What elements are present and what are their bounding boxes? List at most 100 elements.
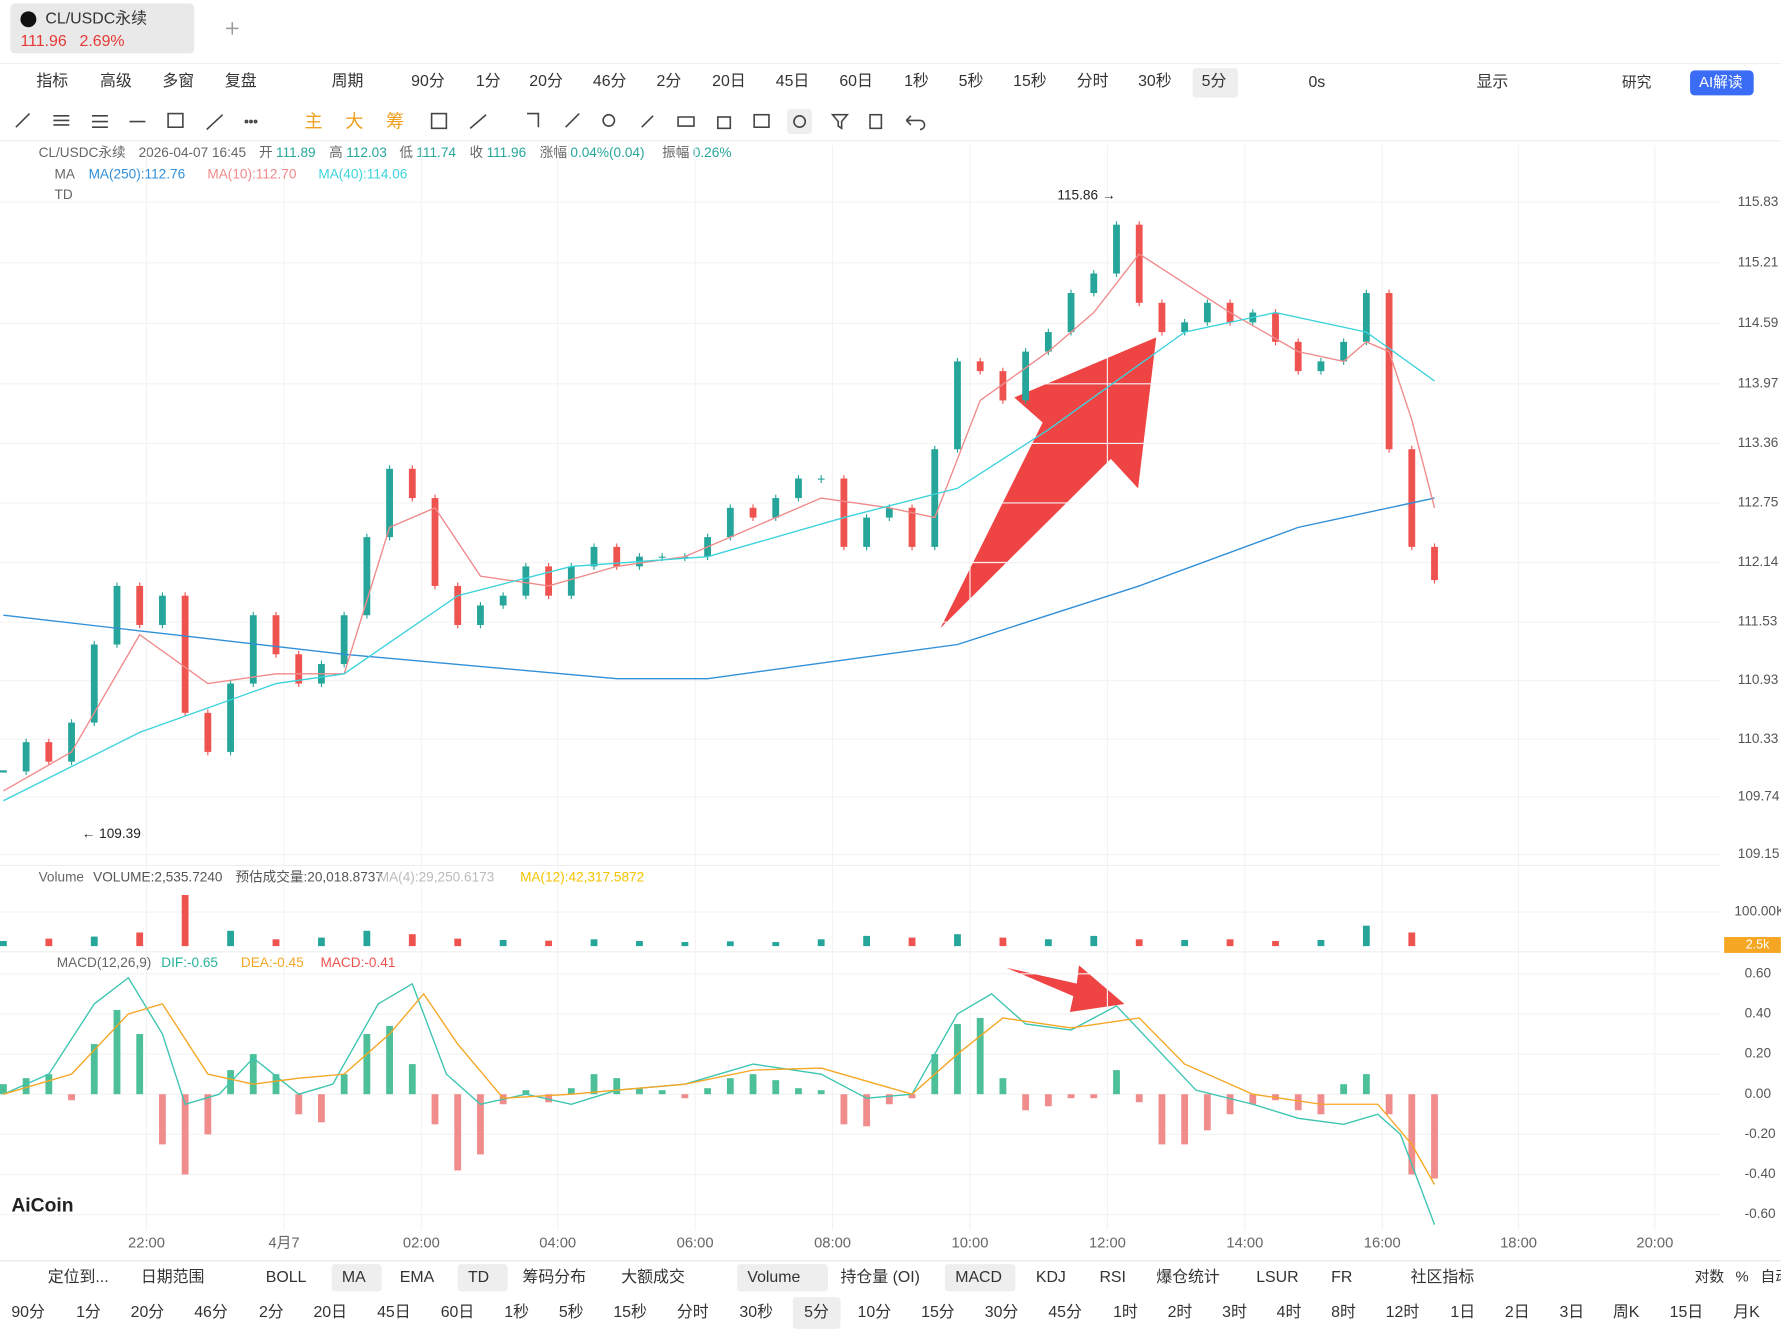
indicator-tab[interactable]: Volume xyxy=(747,1269,800,1286)
indicator-tab[interactable]: TD xyxy=(468,1269,489,1286)
indicator-tab[interactable]: MA xyxy=(342,1269,366,1286)
toolbar-item[interactable]: 周期 xyxy=(332,72,364,90)
toolbar-right-item[interactable]: 显示 xyxy=(1477,74,1509,91)
period-tab[interactable]: 20日 xyxy=(313,1304,347,1321)
macd-bar xyxy=(249,1054,257,1095)
candle xyxy=(840,478,848,547)
period-tab[interactable]: 90分 xyxy=(411,72,445,90)
toolbar-item[interactable]: 指标 xyxy=(36,72,68,90)
add-tab[interactable] xyxy=(226,22,239,35)
period-tab[interactable]: 8时 xyxy=(1331,1303,1356,1321)
period-tab[interactable]: 15秒 xyxy=(613,1303,647,1321)
period-tab[interactable]: 1分 xyxy=(476,72,501,90)
period-tab[interactable]: 46分 xyxy=(593,72,627,90)
period-tab[interactable]: 1时 xyxy=(1113,1303,1138,1321)
indicator-tab[interactable]: EMA xyxy=(400,1269,435,1286)
period-tab[interactable]: 30秒 xyxy=(739,1303,773,1321)
volume-bar xyxy=(227,930,234,947)
period-tab[interactable]: 1秒 xyxy=(904,72,929,90)
candle xyxy=(113,585,121,645)
toolbar-right-item[interactable]: 0s xyxy=(1308,74,1325,91)
period-tab[interactable]: 3日 xyxy=(1559,1304,1584,1321)
period-tab[interactable]: 30秒 xyxy=(1138,72,1172,90)
ai-button-bg[interactable] xyxy=(1690,70,1754,96)
toolbar-item[interactable]: 高级 xyxy=(100,72,132,90)
ma-legend: MA(10):112.70 xyxy=(207,167,296,182)
ma-line xyxy=(3,253,1436,792)
macd-bar xyxy=(1090,1094,1098,1099)
period-tab[interactable]: 12时 xyxy=(1386,1303,1420,1321)
info-label: 低 xyxy=(399,145,413,160)
period-tab[interactable]: 2分 xyxy=(259,1303,284,1321)
indicator-right[interactable]: 对数 xyxy=(1695,1269,1725,1286)
period-tab[interactable]: 45分 xyxy=(1048,1303,1082,1321)
period-tab[interactable]: 4时 xyxy=(1277,1303,1302,1321)
x-tick-label: 20:00 xyxy=(1636,1236,1673,1252)
period-tab[interactable]: 10分 xyxy=(858,1303,892,1321)
info-value: 111.74 xyxy=(416,145,456,160)
indicator-left[interactable]: 日期范围 xyxy=(141,1268,205,1286)
period-tab[interactable]: 分时 xyxy=(677,1303,709,1321)
period-tab[interactable]: 5分 xyxy=(1202,72,1227,90)
info-label: 开 xyxy=(259,145,273,160)
period-tab[interactable]: 5秒 xyxy=(959,72,984,90)
period-tab[interactable]: 分时 xyxy=(1077,72,1109,90)
volume-title: Volume xyxy=(39,870,84,885)
candle xyxy=(567,566,575,596)
period-tab[interactable]: 20日 xyxy=(712,73,746,90)
period-tab[interactable]: 2时 xyxy=(1168,1303,1193,1321)
candle xyxy=(795,478,802,499)
period-tab[interactable]: 20分 xyxy=(131,1303,165,1321)
indicator-tab[interactable]: RSI xyxy=(1099,1269,1126,1286)
period-tab[interactable]: 20分 xyxy=(529,72,563,90)
indicator-left[interactable]: 定位到... xyxy=(48,1268,109,1286)
indicator-tab[interactable]: BOLL xyxy=(266,1269,307,1286)
macd-bar xyxy=(954,1023,961,1095)
volume-bar xyxy=(499,939,507,947)
indicator-tab[interactable]: 持仓量 (OI) xyxy=(840,1268,919,1286)
indicator-tab[interactable]: 社区指标 xyxy=(1411,1268,1475,1286)
draw-tool-text[interactable]: 大 xyxy=(345,111,363,131)
period-tab[interactable]: 5秒 xyxy=(559,1303,584,1321)
volume-bar xyxy=(1408,932,1416,947)
period-tab[interactable]: 5分 xyxy=(804,1303,829,1321)
toolbar-right-item[interactable]: AI解读 xyxy=(1699,74,1743,91)
y-tick-label: 112.75 xyxy=(1738,495,1779,510)
period-tab[interactable]: 1秒 xyxy=(504,1303,529,1321)
draw-tool-text[interactable]: 主 xyxy=(304,111,322,131)
toolbar-right-item[interactable]: 研究 xyxy=(1622,74,1652,91)
period-tab[interactable]: 46分 xyxy=(194,1303,228,1321)
period-tab[interactable]: 15分 xyxy=(921,1303,955,1321)
period-tab[interactable]: 1日 xyxy=(1450,1304,1475,1321)
period-tab[interactable]: 90分 xyxy=(11,1303,45,1321)
indicator-tab[interactable]: FR xyxy=(1331,1269,1352,1286)
period-tab[interactable]: 1分 xyxy=(76,1303,101,1321)
indicator-tab[interactable]: 筹码分布 xyxy=(522,1268,586,1286)
period-tab[interactable]: 15日 xyxy=(1670,1304,1704,1321)
toolbar-item[interactable]: 多窗 xyxy=(162,72,194,90)
volume-bar xyxy=(681,942,689,947)
period-tab[interactable]: 60日 xyxy=(441,1304,475,1321)
period-tab[interactable]: 30分 xyxy=(985,1303,1019,1321)
indicator-tab[interactable]: 大额成交 xyxy=(621,1268,685,1286)
period-tab[interactable]: 月K xyxy=(1733,1304,1760,1321)
y-tick-label: 110.33 xyxy=(1738,731,1779,746)
period-tab[interactable]: 45日 xyxy=(776,73,810,90)
ticker-tab[interactable] xyxy=(10,3,195,54)
period-tab[interactable]: 周K xyxy=(1613,1304,1640,1321)
indicator-right[interactable]: % xyxy=(1736,1270,1749,1286)
period-tab[interactable]: 2日 xyxy=(1505,1304,1530,1321)
period-tab[interactable]: 2分 xyxy=(656,72,681,90)
indicator-right[interactable]: 自动 xyxy=(1760,1269,1781,1286)
period-tab[interactable]: 3时 xyxy=(1222,1303,1247,1321)
indicator-tab[interactable]: KDJ xyxy=(1036,1269,1066,1286)
indicator-tab[interactable]: LSUR xyxy=(1256,1269,1298,1286)
y-tick-label: 114.59 xyxy=(1738,315,1779,330)
period-tab[interactable]: 15秒 xyxy=(1013,72,1047,90)
period-tab[interactable]: 45日 xyxy=(377,1304,411,1321)
indicator-tab[interactable]: 爆仓统计 xyxy=(1156,1267,1220,1286)
period-tab[interactable]: 60日 xyxy=(839,73,873,90)
toolbar-item[interactable]: 复盘 xyxy=(225,71,257,90)
draw-tool-text[interactable]: 筹 xyxy=(386,111,404,131)
indicator-tab[interactable]: MACD xyxy=(955,1269,1002,1286)
